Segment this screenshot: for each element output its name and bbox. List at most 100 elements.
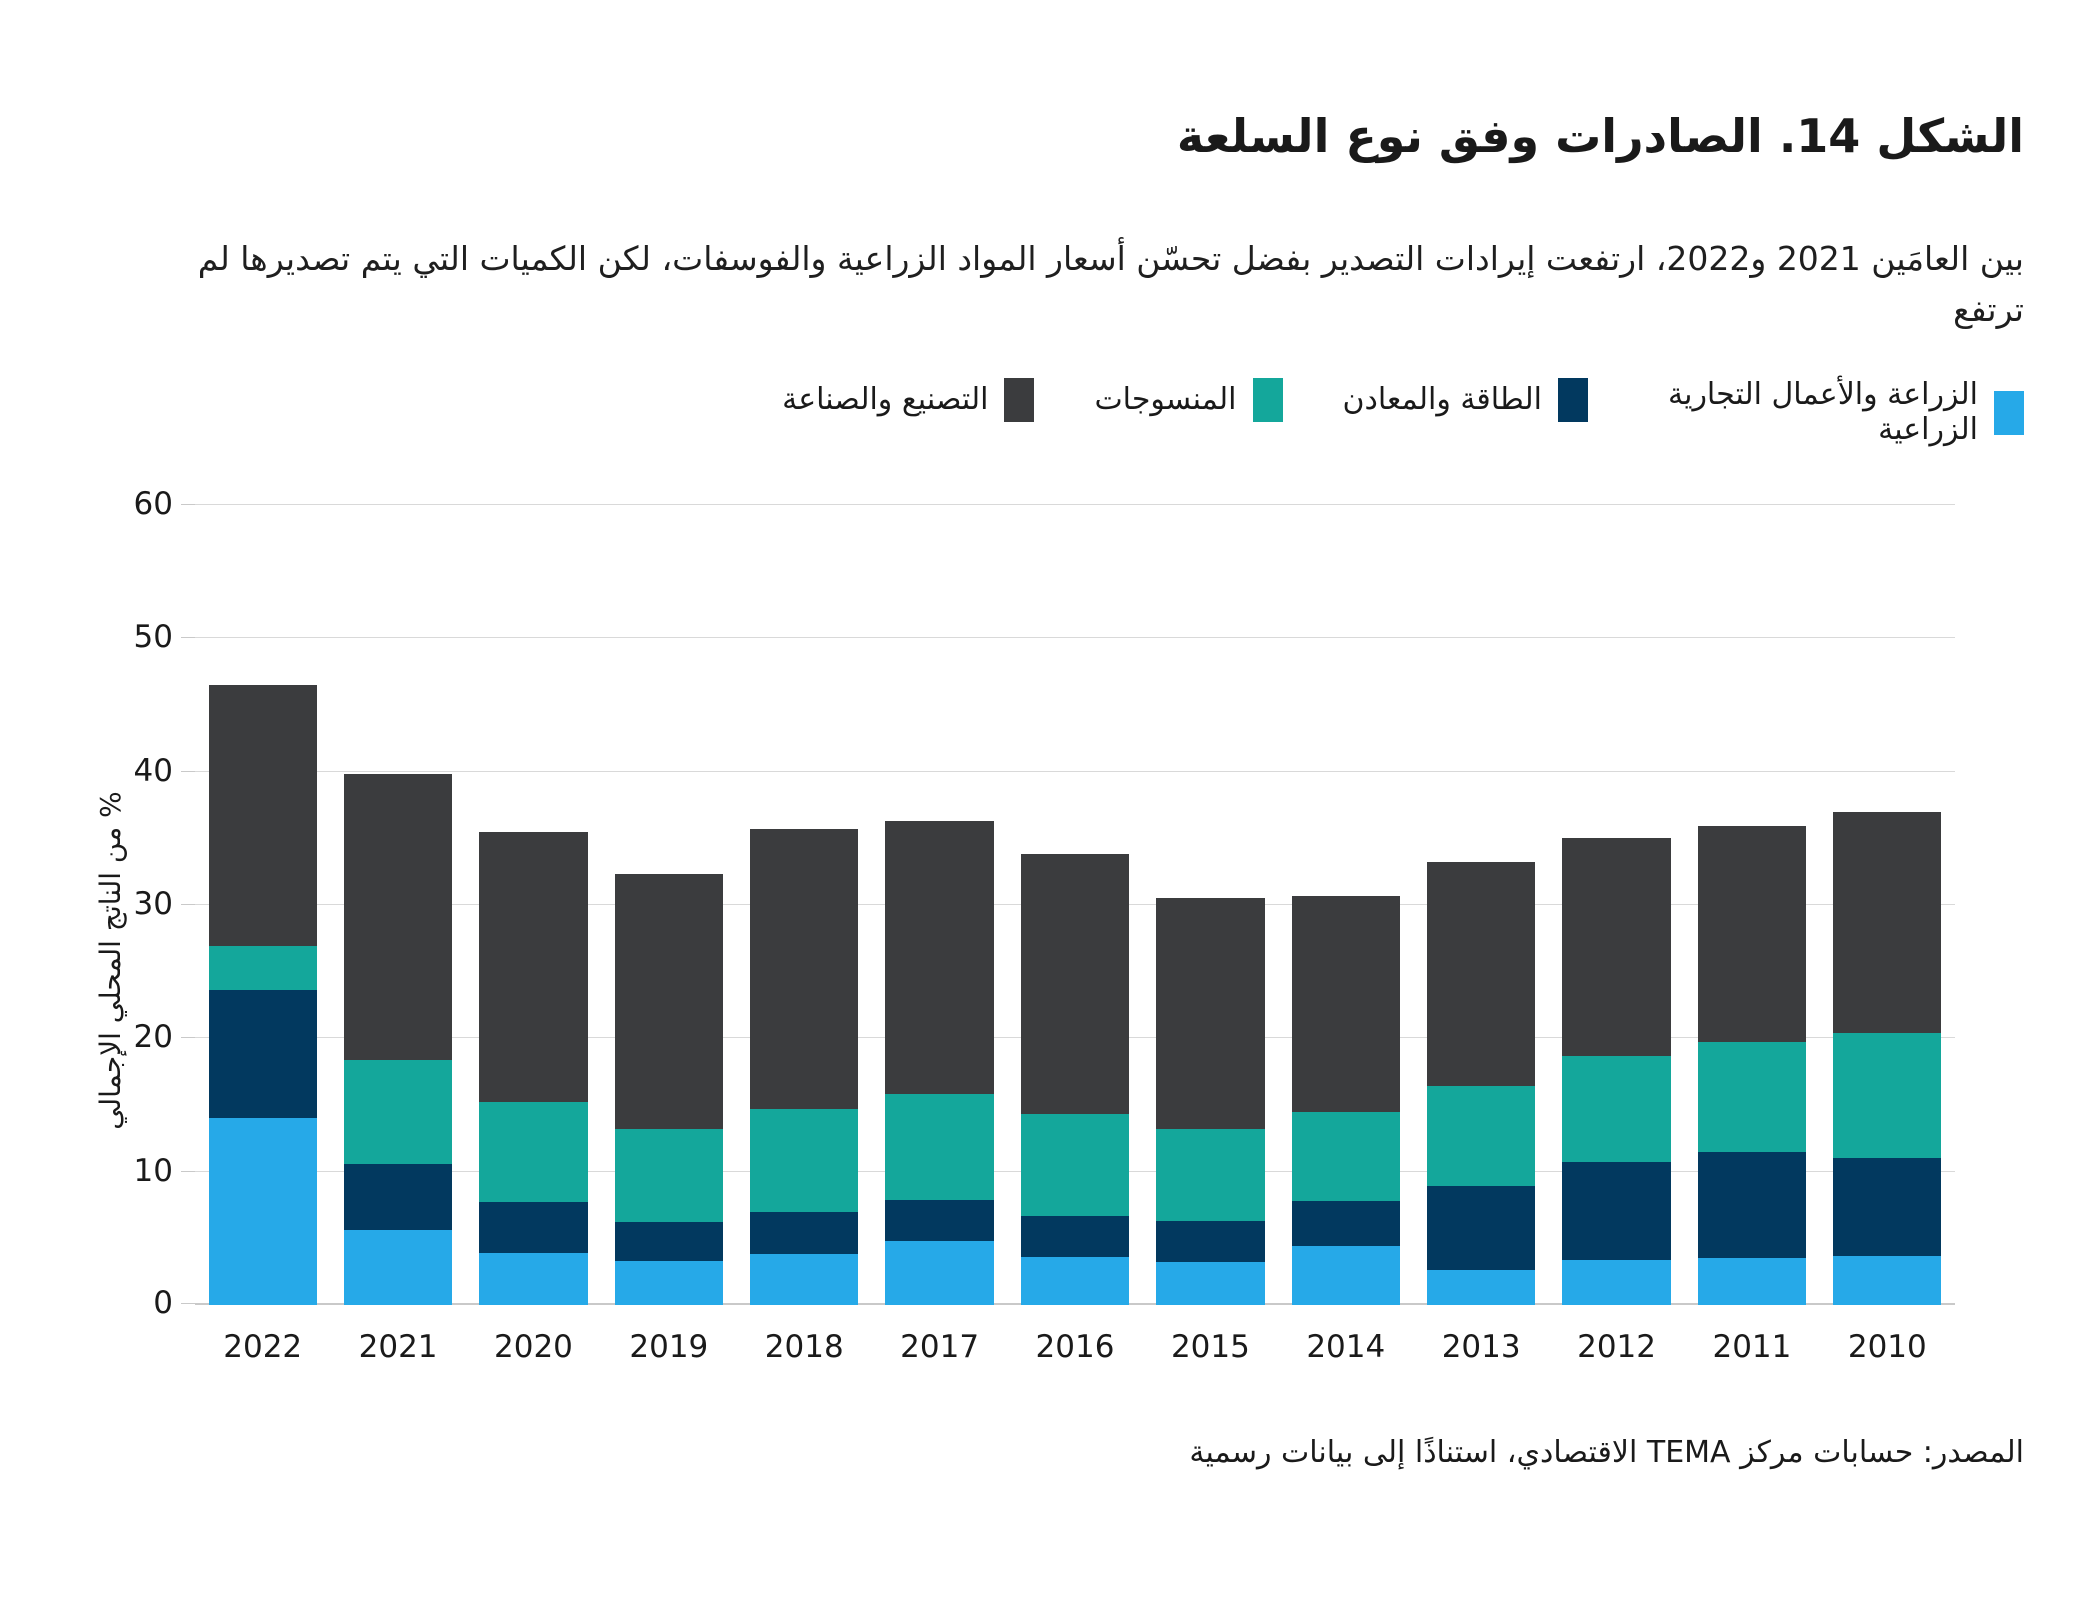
- bar-segment-2011-textiles[interactable]: [1697, 1042, 1807, 1152]
- legend-swatch-energy_minerals: [1558, 378, 1588, 422]
- bar-segment-2013-energy_minerals[interactable]: [1427, 1186, 1536, 1271]
- bar-group-2019[interactable]: 2019: [614, 874, 723, 1365]
- bar-segment-2012-textiles[interactable]: [1562, 1055, 1671, 1163]
- y-tick-mark-40: [181, 770, 195, 772]
- bar-segment-2018-manufacturing[interactable]: [750, 829, 859, 1109]
- y-axis-label-text: % من الناتج المحلي الإجمالي: [93, 790, 127, 1130]
- bar-segment-2022-agriculture[interactable]: [208, 1118, 317, 1305]
- bar-segment-2011-manufacturing[interactable]: [1697, 826, 1807, 1043]
- legend-swatch-agriculture: [1994, 390, 2024, 435]
- bar-segment-2014-agriculture[interactable]: [1291, 1246, 1400, 1305]
- bar-segment-2011-agriculture[interactable]: [1697, 1258, 1807, 1305]
- gridline-40: 40: [134, 753, 1955, 789]
- bar-group-2017[interactable]: 2017: [885, 821, 994, 1365]
- bar-group-2021[interactable]: 2021: [343, 774, 453, 1365]
- bar-segment-2021-manufacturing[interactable]: [343, 774, 453, 1060]
- bar-group-2020[interactable]: 2020: [479, 831, 588, 1365]
- bar-segment-2022-textiles[interactable]: [208, 946, 317, 991]
- x-tick-label-2015: 2015: [1170, 1329, 1250, 1365]
- bar-segment-2017-agriculture[interactable]: [885, 1241, 994, 1305]
- bar-segment-2021-textiles[interactable]: [343, 1059, 453, 1164]
- x-tick-label-2022: 2022: [223, 1329, 303, 1365]
- source-note: المصدر: حسابات مركز TEMA الاقتصادي، استن…: [1189, 1435, 2024, 1470]
- bar-segment-2014-manufacturing[interactable]: [1291, 895, 1400, 1112]
- bar-segment-2019-manufacturing[interactable]: [614, 874, 723, 1129]
- bar-segment-2014-textiles[interactable]: [1291, 1111, 1400, 1201]
- bar-segment-2015-energy_minerals[interactable]: [1156, 1221, 1265, 1263]
- bar-segment-2017-manufacturing[interactable]: [885, 821, 994, 1095]
- plot-area: 0 10 20 30 40 50 60 2010 2011 2012 2013 2014 2015 20…: [134, 486, 1955, 1365]
- bar-segment-2019-textiles[interactable]: [614, 1129, 723, 1223]
- bar-segment-2012-manufacturing[interactable]: [1562, 838, 1671, 1056]
- bar-segment-2018-energy_minerals[interactable]: [750, 1211, 859, 1255]
- y-tick-mark-30: [181, 904, 195, 905]
- legend-item-agriculture[interactable]: الزراعة والأعمال التجارية الزراعية: [1648, 377, 2024, 447]
- x-tick-label-2010: 2010: [1847, 1329, 1927, 1365]
- bar-group-2012[interactable]: 2012: [1562, 838, 1671, 1365]
- bar-segment-2010-manufacturing[interactable]: [1833, 811, 1942, 1033]
- legend-item-manufacturing[interactable]: التصنيع والصناعة: [782, 378, 1035, 422]
- bar-segment-2012-energy_minerals[interactable]: [1562, 1162, 1671, 1260]
- legend-item-energy_minerals[interactable]: الطاقة والمعادن: [1343, 378, 1588, 422]
- bar-segment-2015-manufacturing[interactable]: [1156, 898, 1265, 1129]
- x-tick-label-2014: 2014: [1306, 1329, 1386, 1365]
- chart-legend: الزراعة والأعمال التجارية الزراعية الطاقة…: [60, 377, 2024, 447]
- bar-segment-2014-energy_minerals[interactable]: [1291, 1201, 1400, 1247]
- y-tick-label-40: 40: [133, 752, 173, 789]
- bar-segment-2010-textiles[interactable]: [1833, 1033, 1942, 1159]
- bar-segment-2011-energy_minerals[interactable]: [1697, 1151, 1807, 1259]
- y-tick-label-0: 0: [153, 1285, 173, 1321]
- x-tick-label-2016: 2016: [1035, 1329, 1115, 1365]
- bar-segment-2022-energy_minerals[interactable]: [208, 990, 317, 1119]
- bar-segment-2020-textiles[interactable]: [479, 1102, 588, 1203]
- bar-group-2018[interactable]: 2018: [750, 829, 859, 1365]
- x-tick-label-2021: 2021: [358, 1329, 438, 1365]
- bar-group-2014[interactable]: 2014: [1291, 895, 1400, 1365]
- bar-segment-2022-manufacturing[interactable]: [208, 685, 317, 947]
- bar-segment-2013-agriculture[interactable]: [1427, 1270, 1536, 1305]
- bar-segment-2020-manufacturing[interactable]: [479, 831, 588, 1103]
- bar-series-container: 2010 2011 2012 2013 2014 2015 2016 2017 2018 2019…: [195, 505, 1955, 1365]
- bar-segment-2019-energy_minerals[interactable]: [614, 1222, 723, 1261]
- bar-segment-2021-agriculture[interactable]: [343, 1230, 453, 1305]
- bar-segment-2020-energy_minerals[interactable]: [479, 1202, 588, 1253]
- y-tick-mark-10: [181, 1170, 195, 1172]
- bar-segment-2019-agriculture[interactable]: [614, 1261, 723, 1305]
- bar-group-2015[interactable]: 2015: [1156, 898, 1265, 1365]
- x-tick-label-2012: 2012: [1577, 1329, 1656, 1365]
- x-tick-label-2017: 2017: [900, 1329, 980, 1365]
- bar-segment-2016-energy_minerals[interactable]: [1020, 1215, 1130, 1257]
- bar-group-2010[interactable]: 2010: [1833, 811, 1942, 1365]
- bar-segment-2015-agriculture[interactable]: [1156, 1262, 1265, 1305]
- y-axis-label: % من الناتج المحلي الإجمالي: [88, 660, 132, 1260]
- bar-group-2013[interactable]: 2013: [1427, 862, 1536, 1365]
- bar-segment-2018-textiles[interactable]: [750, 1109, 859, 1212]
- bar-segment-2010-agriculture[interactable]: [1833, 1255, 1942, 1305]
- page-title: الشكل 14. الصادرات وفق نوع السلعة: [1176, 108, 2024, 163]
- legend-label-manufacturing: التصنيع والصناعة: [782, 381, 989, 417]
- bar-group-2016[interactable]: 2016: [1020, 854, 1130, 1365]
- bar-segment-2010-energy_minerals[interactable]: [1833, 1158, 1942, 1256]
- y-tick-mark-50: [181, 637, 195, 639]
- legend-item-textiles[interactable]: المنسوجات: [1094, 378, 1283, 422]
- bar-segment-2017-textiles[interactable]: [885, 1094, 994, 1200]
- bar-segment-2020-agriculture[interactable]: [479, 1253, 588, 1305]
- y-tick-label-50: 50: [133, 619, 173, 656]
- bar-group-2022[interactable]: 2022: [208, 685, 317, 1365]
- bar-segment-2013-manufacturing[interactable]: [1427, 862, 1536, 1087]
- x-tick-label-2011: 2011: [1712, 1329, 1792, 1365]
- bar-segment-2017-energy_minerals[interactable]: [885, 1199, 994, 1241]
- bar-segment-2016-manufacturing[interactable]: [1020, 854, 1130, 1115]
- bar-segment-2015-textiles[interactable]: [1156, 1129, 1265, 1221]
- bar-segment-2013-textiles[interactable]: [1427, 1086, 1536, 1187]
- bar-group-2011[interactable]: 2011: [1697, 826, 1807, 1365]
- bar-segment-2012-agriculture[interactable]: [1562, 1259, 1671, 1305]
- bar-segment-2018-agriculture[interactable]: [750, 1254, 859, 1305]
- bar-segment-2016-agriculture[interactable]: [1020, 1257, 1130, 1305]
- bar-segment-2016-textiles[interactable]: [1020, 1114, 1130, 1216]
- legend-label-textiles: المنسوجات: [1094, 381, 1237, 417]
- y-tick-mark-60: [181, 504, 195, 505]
- bar-segment-2021-energy_minerals[interactable]: [343, 1163, 453, 1231]
- x-tick-label-2013: 2013: [1441, 1329, 1521, 1365]
- gridline-50: 50: [134, 619, 1955, 655]
